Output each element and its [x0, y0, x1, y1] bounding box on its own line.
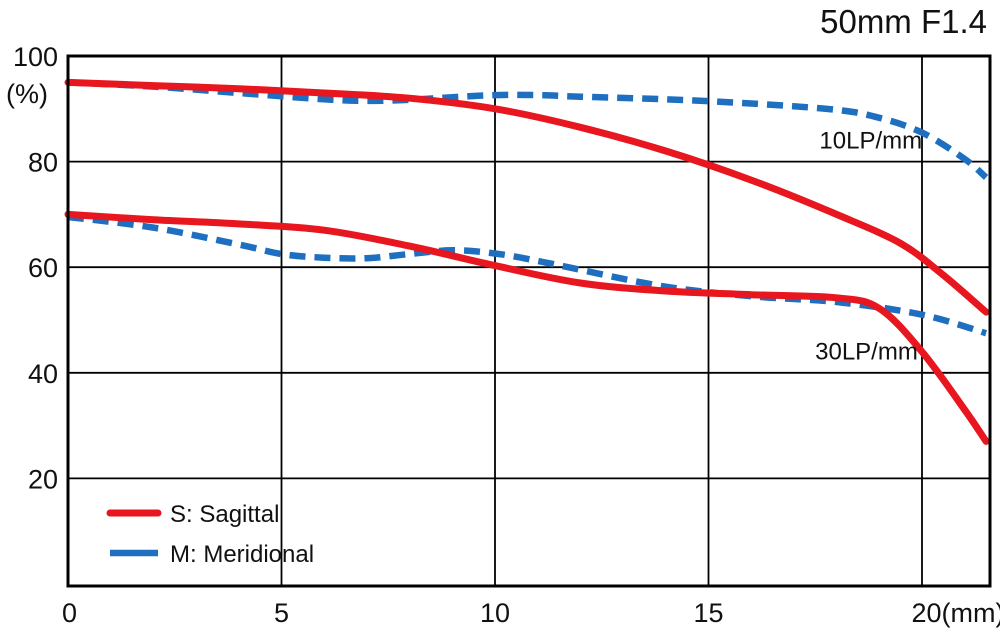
y-unit-label: (%) — [6, 79, 48, 109]
x-tick-label: 10 — [480, 598, 510, 628]
series-meridional-10lp — [67, 79, 989, 180]
plot-frame — [66, 54, 992, 588]
x-tick-label: 20(mm) — [912, 598, 1000, 628]
series-meridional-30lp — [67, 213, 988, 337]
series-layer — [64, 78, 990, 445]
grid — [68, 56, 990, 586]
x-tick-label: 15 — [693, 598, 723, 628]
annotation-label: 30LP/mm — [815, 339, 918, 366]
y-tick-labels: 100 80 60 40 20 — [13, 42, 58, 494]
y-tick-label: 40 — [28, 359, 58, 389]
x-tick-label: 5 — [274, 598, 289, 628]
series-sagittal-10lp — [64, 78, 990, 316]
y-tick-label: 100 — [13, 42, 58, 72]
x-tick-label: 0 — [62, 598, 77, 628]
series-sagittal-30lp — [64, 210, 990, 445]
y-tick-label: 60 — [28, 253, 58, 283]
y-tick-label: 80 — [28, 148, 58, 178]
x-tick-labels: 0 5 10 15 20(mm) — [62, 598, 1000, 628]
legend-label: M: Meridional — [170, 541, 314, 568]
chart-title: 50mm F1.4 — [820, 3, 987, 40]
legend: S: Sagittal M: Meridional — [106, 501, 314, 568]
annotations: 10LP/mm 30LP/mm — [815, 127, 922, 365]
legend-label: S: Sagittal — [170, 501, 279, 528]
y-tick-label: 20 — [28, 464, 58, 494]
annotation-label: 10LP/mm — [819, 127, 922, 154]
